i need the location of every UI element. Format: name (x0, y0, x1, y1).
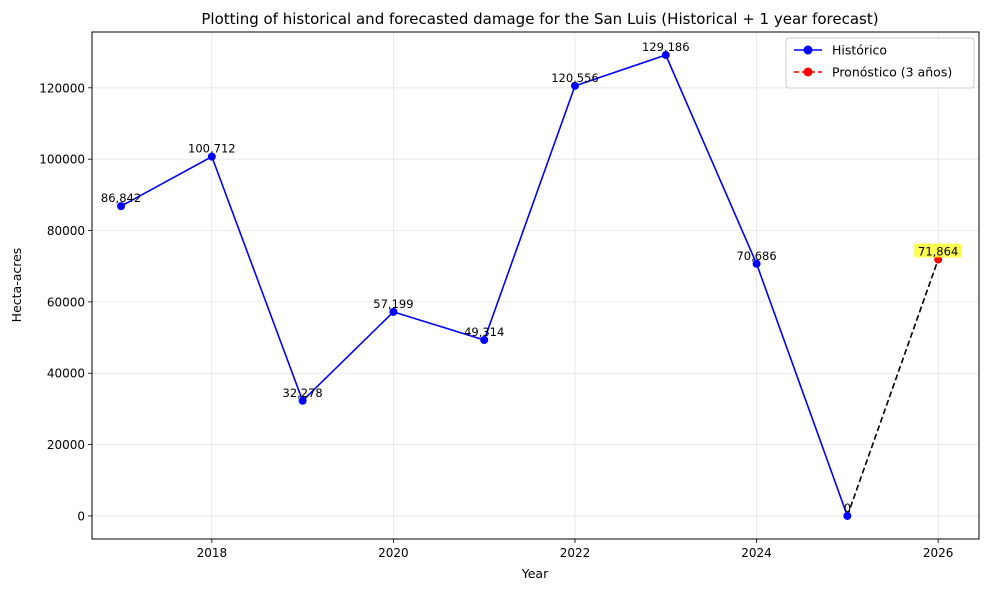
data-label: 70,686 (736, 249, 776, 263)
series-line-1 (846, 259, 939, 517)
data-point (570, 81, 579, 90)
data-label: 57,199 (373, 297, 413, 311)
data-label: 86,842 (101, 191, 141, 205)
legend-pronostico-label: Pronóstico (3 años) (832, 65, 952, 80)
legend-pronostico-marker (803, 67, 813, 77)
data-point (480, 336, 489, 345)
plot-area-frame (91, 31, 980, 540)
x-tick-label: 2020 (378, 546, 409, 560)
data-label: 0 (844, 501, 851, 515)
x-tick-label: 2024 (741, 546, 772, 560)
grid-lines (92, 32, 979, 539)
data-point (843, 511, 852, 520)
y-tick-label: 100000 (39, 153, 85, 167)
data-label: 120,556 (551, 71, 599, 85)
x-axis-label: Year (521, 566, 549, 581)
data-label: 32,278 (283, 386, 323, 400)
data-label: 100,712 (188, 142, 236, 156)
legend-box (785, 37, 975, 89)
y-tick-label: 80000 (47, 224, 85, 238)
data-label: 49,314 (464, 325, 504, 339)
legend: Histórico Pronóstico (3 años) (785, 37, 975, 89)
data-label: 129,186 (642, 40, 690, 54)
data-point (207, 152, 216, 161)
data-point (117, 202, 126, 211)
y-axis-ticks: 0 20000 40000 60000 80000 100000 120000 (39, 81, 92, 523)
y-tick-label: 20000 (47, 438, 85, 452)
data-point (752, 259, 761, 268)
data-point (661, 51, 670, 60)
data-points (117, 51, 943, 520)
data-label-highlight (914, 243, 963, 258)
y-axis-label: Hecta-acres (9, 248, 24, 323)
legend-historico-label: Histórico (832, 43, 887, 58)
data-point (298, 396, 307, 405)
x-tick-label: 2018 (197, 546, 228, 560)
y-tick-label: 120000 (39, 81, 85, 95)
x-tick-label: 2026 (923, 546, 954, 560)
x-axis-ticks: 2018 2020 2022 2024 2026 (197, 539, 954, 560)
y-tick-label: 60000 (47, 295, 85, 309)
y-tick-label: 0 (77, 509, 85, 523)
x-tick-label: 2022 (560, 546, 591, 560)
data-point (389, 307, 398, 316)
data-label: 71,864 (918, 245, 958, 259)
chart-title: Plotting of historical and forecasted da… (201, 10, 878, 28)
legend-historico-marker (803, 45, 813, 55)
y-tick-label: 40000 (47, 367, 85, 381)
data-labels: 86,842 100,712 32,278 57,199 49,314 120,556 12… (101, 40, 963, 515)
